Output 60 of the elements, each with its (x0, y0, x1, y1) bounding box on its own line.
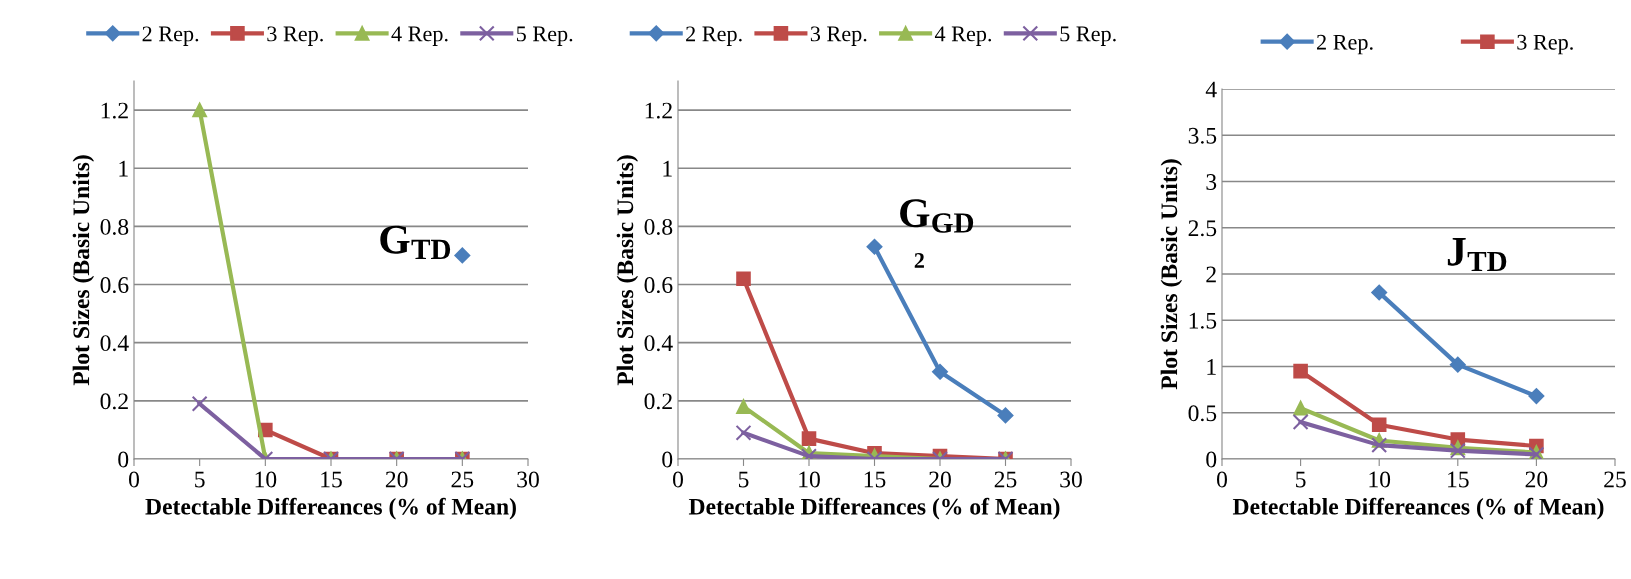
y-tick-label: 0.2 (100, 393, 128, 410)
y-tick-label: 1.2 (101, 102, 128, 119)
y-axis-title: Plot Sizes (Basic Units) (1160, 159, 1183, 390)
legend-label: 4 Rep. (934, 26, 992, 46)
legend-label: 4 Rep. (391, 26, 448, 46)
annotation: G$_{TD}$ (380, 225, 451, 260)
x-tick-label: 25 (1604, 471, 1626, 488)
y-tick-label: 0.6 (644, 277, 673, 294)
x-tick-label: 30 (1060, 471, 1082, 488)
legend-label: 3 Rep. (810, 26, 867, 46)
legend-label: 5 Rep. (516, 26, 573, 46)
x-tick-label: 25 (451, 471, 474, 488)
x-tick-label: 15 (1448, 471, 1469, 488)
legend-label: 2 Rep. (142, 26, 199, 46)
y-axis-title: Plot Sizes (Basic Units) (72, 155, 95, 386)
y-tick-label: 4 (1205, 81, 1217, 98)
x-tick-label: 30 (517, 471, 539, 488)
legend-label: 3 Rep. (1517, 34, 1573, 55)
x-tick-label: 20 (929, 471, 951, 488)
y-tick-label: 2 (1206, 266, 1216, 283)
legend-label: 3 Rep. (267, 26, 323, 46)
y-tick-label: 0.6 (100, 277, 129, 294)
x-axis-title: Detectable Differeances (% of Mean) (145, 497, 516, 520)
legend-label: 2 Rep. (686, 26, 742, 46)
x-tick-label: 10 (255, 471, 277, 488)
y-axis-title: Plot Sizes (Basic Units) (616, 155, 639, 386)
y-tick-label: 3.5 (1188, 127, 1217, 144)
x-tick-label: 5 (195, 471, 205, 488)
y-tick-label: 1 (119, 160, 128, 177)
legend-label: 2 Rep. (1317, 34, 1373, 55)
x-axis-title: Detectable Differeances (% of Mean) (688, 497, 1060, 520)
x-tick-label: 20 (1525, 471, 1548, 488)
y-tick-label: 0.2 (644, 393, 672, 410)
annotation: J$_{TD}$ (1447, 238, 1507, 272)
x-tick-label: 10 (1369, 471, 1391, 488)
x-tick-label: 15 (321, 471, 342, 488)
y-tick-label: 1.2 (645, 102, 672, 119)
annotation: G$_{GD}$ (900, 199, 974, 233)
y-tick-label: 0 (662, 451, 673, 468)
y-tick-label: 0.8 (644, 218, 673, 235)
x-tick-label: 10 (799, 471, 820, 488)
y-tick-label: 0.5 (1188, 405, 1217, 422)
y-tick-label: 0.8 (100, 218, 129, 235)
annotation: 2 (914, 253, 924, 268)
x-tick-label: 5 (1296, 471, 1306, 488)
y-tick-label: 0.4 (644, 335, 673, 352)
legend-label: 5 Rep. (1060, 26, 1116, 46)
y-tick-label: 3 (1206, 174, 1217, 190)
y-tick-label: 2.5 (1188, 220, 1217, 237)
y-tick-label: 1.5 (1189, 312, 1217, 329)
x-axis-title: Detectable Differeances (% of Mean) (1232, 497, 1604, 520)
y-tick-label: 1 (663, 160, 672, 177)
x-tick-label: 5 (738, 471, 749, 488)
y-tick-label: 0.4 (100, 335, 129, 352)
y-tick-label: 0 (1206, 451, 1217, 468)
y-tick-label: 0 (118, 451, 129, 468)
y-tick-label: 1 (1207, 359, 1216, 375)
x-tick-label: 20 (385, 471, 408, 488)
x-tick-label: 25 (994, 471, 1017, 488)
x-tick-label: 15 (864, 471, 886, 488)
